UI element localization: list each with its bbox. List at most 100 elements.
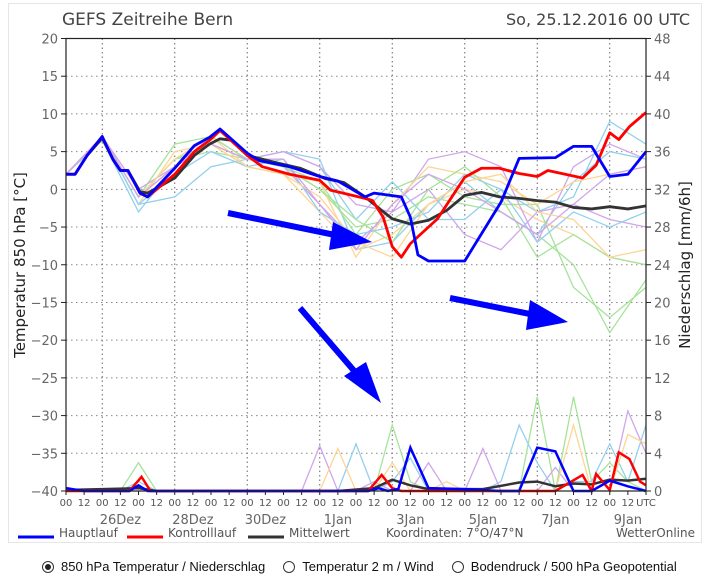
- x-tick-label: 12: [259, 498, 272, 509]
- date-label: 1Jan: [324, 513, 352, 528]
- x-tick-label: 00: [60, 498, 73, 509]
- legend-label: Kontrolllauf: [168, 526, 237, 540]
- x-tick-label: 12: [78, 498, 91, 509]
- radio-label: Temperatur 2 m / Wind: [302, 559, 434, 574]
- date-label: 7Jan: [541, 513, 569, 528]
- x-tick-label: 12: [295, 498, 308, 509]
- y-tick-label: 15: [41, 70, 58, 85]
- x-tick-label: 12: [477, 498, 490, 509]
- y-right-tick-label: 24: [654, 259, 671, 274]
- axes: 20151050−5−10−15−20−25−30−35−40484440363…: [31, 33, 671, 529]
- y-right-tick-label: 20: [654, 296, 671, 311]
- x-tick-label: 12: [404, 498, 417, 509]
- grid: [66, 38, 646, 491]
- x-tick-label: 00: [168, 498, 181, 509]
- x-tick-label: 12: [114, 498, 127, 509]
- x-tick-label: 00: [313, 498, 326, 509]
- hauptlauf-temperature-line: [66, 127, 648, 263]
- x-tick-label: 00: [241, 498, 254, 509]
- x-tick-label: 00: [132, 498, 145, 509]
- run-date: So, 25.12.2016 00 UTC: [506, 10, 690, 29]
- y-tick-label: 5: [50, 146, 58, 161]
- legend-label: Hauptlauf: [59, 526, 119, 540]
- y-right-tick-label: 16: [654, 334, 671, 349]
- radio-850hpa-temp-precip[interactable]: 850 hPa Temperatur / Niederschlag: [42, 559, 265, 574]
- x-tick-label: 00: [603, 498, 616, 509]
- x-tick-label: 12: [187, 498, 200, 509]
- y-right-tick-label: 32: [654, 183, 671, 198]
- radio-button[interactable]: [451, 560, 464, 573]
- x-tick-label: 00: [277, 498, 290, 509]
- x-tick-label: 00: [350, 498, 363, 509]
- radio-button-selected[interactable]: [42, 560, 54, 573]
- x-tick-label: 00: [495, 498, 508, 509]
- arrow-icon: [297, 306, 381, 403]
- x-tick-label: 00: [96, 498, 109, 509]
- x-tick-label: 00: [386, 498, 399, 509]
- chart-title: GEFS Zeitreihe Bern: [62, 10, 233, 30]
- y-right-tick-label: 40: [654, 108, 671, 123]
- arrow-icon: [227, 210, 372, 250]
- y-right-tick-label: 12: [654, 372, 671, 387]
- ensemble-member-temperature-line: [65, 135, 647, 251]
- radio-button[interactable]: [283, 560, 296, 573]
- y-right-tick-label: 4: [654, 447, 662, 462]
- y-tick-label: −15: [31, 296, 58, 311]
- x-tick-label: 00: [458, 498, 471, 509]
- date-label: 26Dez: [100, 513, 142, 528]
- y-right-tick-label: 8: [654, 410, 662, 425]
- y-right-tick-label: 28: [654, 221, 671, 236]
- y-tick-label: 0: [50, 183, 58, 198]
- y-right-tick-label: 36: [654, 146, 671, 161]
- legend-label: Mittelwert: [289, 526, 350, 540]
- radio-temp-2m-wind[interactable]: Temperatur 2 m / Wind: [283, 559, 434, 574]
- coordinates-label: Koordinaten: 7°O/47°N: [386, 526, 524, 540]
- x-tick-label: 12: [223, 498, 236, 509]
- ensemble-member-temperature-line: [65, 135, 647, 251]
- y-tick-label: 10: [41, 108, 58, 123]
- gefs-chart: GEFS Zeitreihe Bern So, 25.12.2016 00 UT…: [11, 10, 695, 540]
- x-tick-label: 00: [531, 498, 544, 509]
- x-tick-label: 00: [205, 498, 218, 509]
- y-tick-label: −5: [39, 221, 58, 236]
- chart-frame: [8, 3, 702, 543]
- legend: Hauptlauf Kontrolllauf Mittelwert Koordinat…: [18, 526, 695, 540]
- y-tick-label: −10: [31, 259, 58, 274]
- x-tick-label: 12: [368, 498, 381, 509]
- y-tick-label: −35: [31, 447, 58, 462]
- y-right-tick-label: 0: [654, 485, 662, 500]
- date-label: 28Dez: [172, 513, 214, 528]
- y-right-tick-label: 44: [654, 70, 671, 85]
- y-tick-label: 20: [41, 33, 58, 48]
- y-axis-right-label: Niederschlag [mm/6h]: [676, 181, 694, 349]
- x-tick-label: 12: [549, 498, 562, 509]
- ensemble-members: [65, 120, 647, 492]
- x-tick-label: 12: [440, 498, 453, 509]
- y-tick-label: −30: [31, 410, 58, 425]
- plot-border: [65, 37, 647, 492]
- x-tick-label: 12: [513, 498, 526, 509]
- annotation-arrows: [227, 210, 568, 403]
- y-tick-label: −25: [31, 372, 58, 387]
- x-tick-label: 12: [622, 498, 635, 509]
- x-tick-label: 12: [150, 498, 163, 509]
- x-tick-label: 00: [422, 498, 435, 509]
- radio-label: Bodendruck / 500 hPa Geopotential: [470, 559, 677, 574]
- x-tick-label: 12: [332, 498, 345, 509]
- date-label: 30Dez: [245, 513, 287, 528]
- radio-pressure-geopotential[interactable]: Bodendruck / 500 hPa Geopotential: [451, 559, 677, 574]
- y-tick-label: −40: [31, 485, 58, 500]
- date-label: 5Jan: [469, 513, 497, 528]
- date-label: 3Jan: [396, 513, 424, 528]
- x-tick-label: UTC: [636, 498, 656, 509]
- arrow-icon: [449, 295, 568, 330]
- y-tick-label: −20: [31, 334, 58, 349]
- main-series: [65, 111, 648, 495]
- chart-type-selector: 850 hPa Temperatur / Niederschlag Temper…: [42, 559, 677, 574]
- radio-label: 850 hPa Temperatur / Niederschlag: [61, 559, 266, 574]
- source-label: WetterOnline: [616, 526, 695, 540]
- x-tick-label: 12: [585, 498, 598, 509]
- y-right-tick-label: 48: [654, 33, 671, 48]
- date-label: 9Jan: [614, 513, 642, 528]
- x-tick-label: 00: [567, 498, 580, 509]
